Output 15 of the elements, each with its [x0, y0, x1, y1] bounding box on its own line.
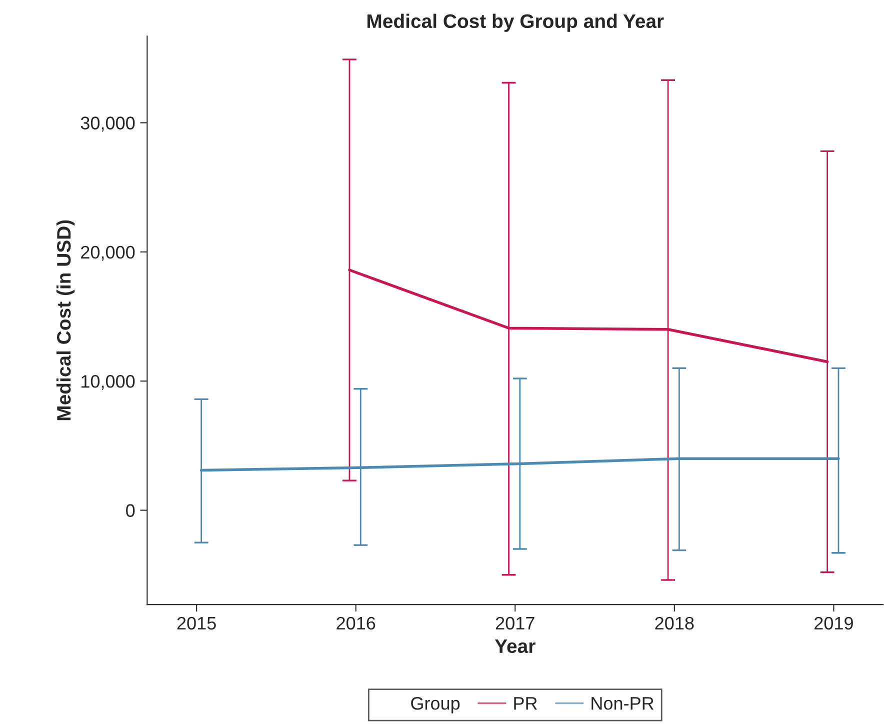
x-tick-label: 2016 [336, 616, 376, 630]
y-tick-label: 0 [126, 504, 135, 517]
x-tick-label: 2018 [655, 616, 694, 630]
y-tick-label: 10,000 [82, 375, 135, 390]
legend-label: Non-PR [592, 697, 654, 710]
y-tick-label: 30,000 [80, 116, 135, 132]
x-tick-label: 2015 [177, 616, 216, 630]
x-axis-title: Year [494, 639, 536, 654]
y-tick-label: 20,000 [81, 246, 135, 261]
y-axis-title: Medical Cost (in USD) [56, 220, 75, 420]
legend-label: PR [514, 697, 537, 710]
x-tick-label: 2019 [814, 616, 853, 630]
chart-title: Medical Cost by Group and Year [368, 14, 664, 32]
x-tick-label: 2017 [496, 616, 534, 630]
legend-title: Group [411, 696, 460, 714]
